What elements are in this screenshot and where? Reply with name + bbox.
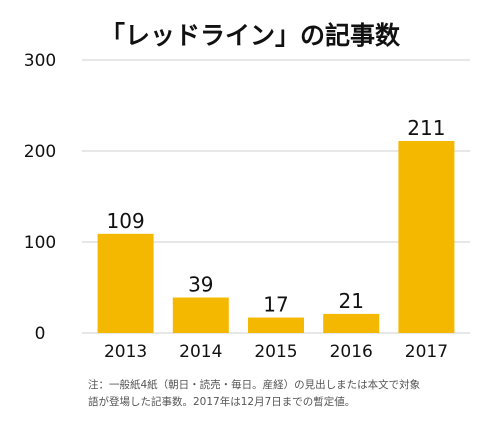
chart-title: 「レッドライン」の記事数: [100, 21, 401, 50]
x-tick-label-2017: 2017: [405, 342, 448, 362]
footnote: 注：一般紙4紙（朝日・読売・毎日。産経）の見出しまたは本文で対象 語が登場した記…: [88, 377, 488, 411]
data-labels: 109 39 17 21 211: [107, 116, 446, 317]
footnote-line-2: 語が登場した記事数。2017年は12月7日までの暫定値。: [88, 396, 356, 408]
y-tick-label: 0: [35, 324, 46, 344]
data-label-2016: 21: [338, 289, 363, 313]
bar-2016: [323, 313, 380, 333]
y-axis-ticks: 0 100 200 300: [24, 51, 56, 344]
x-tick-label-2016: 2016: [330, 342, 373, 362]
bar-2013: [97, 233, 154, 333]
x-tick-label-2015: 2015: [254, 342, 297, 362]
data-label-2014: 39: [188, 273, 213, 297]
footnote-line-1: 注：一般紙4紙（朝日・読売・毎日。産経）の見出しまたは本文で対象: [88, 379, 421, 391]
y-tick-label: 200: [24, 142, 56, 162]
data-label-2017: 211: [407, 116, 445, 140]
y-tick-label: 300: [24, 51, 56, 71]
bar-2014: [172, 297, 229, 333]
x-tick-label-2014: 2014: [179, 342, 222, 362]
x-tick-label-2013: 2013: [104, 342, 147, 362]
x-axis-ticks: 2013 2014 2015 2016 2017: [104, 342, 448, 362]
data-label-2015: 17: [263, 293, 288, 317]
bar-2017: [398, 140, 455, 333]
y-tick-label: 100: [24, 233, 56, 253]
data-label-2013: 109: [107, 209, 145, 233]
bars: [97, 140, 455, 333]
bar-2015: [248, 317, 304, 333]
